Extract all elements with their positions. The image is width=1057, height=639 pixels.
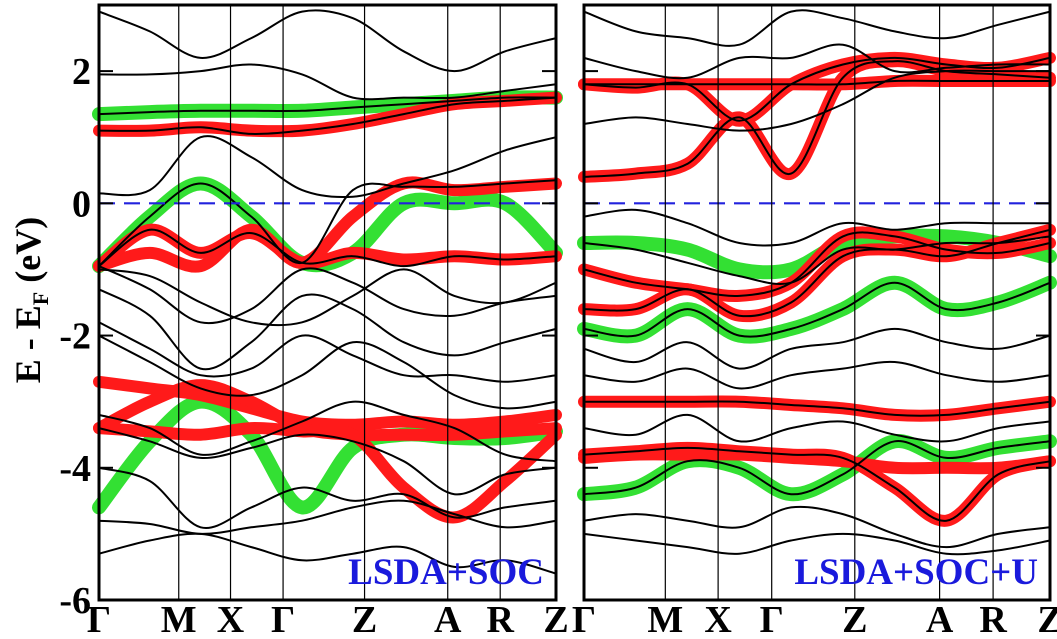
kpoint-label: X [704, 599, 731, 639]
kpoint-label: Z [352, 599, 377, 639]
band-line [98, 532, 557, 575]
band-line [583, 60, 1051, 178]
band-line [583, 440, 1051, 496]
panel-title: LSDA+SOC+U [794, 552, 1038, 593]
band-line [98, 400, 557, 463]
band-lines [92, 9, 563, 575]
band-line [583, 208, 1050, 247]
panel-title: LSDA+SOC [348, 552, 544, 593]
band-line [98, 427, 557, 496]
kpoint-label: X [217, 599, 244, 639]
band-line [98, 265, 557, 325]
band-line [583, 532, 1051, 556]
high-symmetry-lines [664, 5, 994, 600]
kpoint-label: Γ [87, 599, 111, 639]
y-tick-label: 2 [72, 51, 91, 93]
band-lines [577, 9, 1057, 556]
y-tick-label: -2 [59, 316, 91, 358]
band-line [98, 228, 557, 268]
band-line [98, 63, 557, 101]
band-line [583, 413, 1051, 443]
kpoint-label: Γ [271, 599, 295, 639]
band-line [583, 231, 1051, 298]
band-line [98, 321, 557, 383]
y-axis-label: E - EF (eV) [8, 217, 53, 383]
kpoint-label: A [926, 599, 954, 639]
band-line [583, 327, 1051, 370]
band-line [583, 281, 1051, 338]
band-line [583, 9, 1051, 47]
y-tick-label: -6 [59, 580, 91, 622]
weighted-band-red [578, 395, 1056, 422]
y-ticks [584, 70, 1050, 601]
band-line [98, 268, 557, 327]
y-tick-label: -4 [59, 448, 91, 490]
band-line [98, 179, 557, 267]
kpoint-label: A [434, 599, 462, 639]
kpoint-label: Γ [572, 599, 596, 639]
high-symmetry-lines [178, 5, 501, 600]
band-line [583, 446, 1051, 522]
kpoint-label: Z [543, 599, 568, 639]
kpoint-label: Z [842, 599, 867, 639]
band-line [98, 466, 557, 529]
band-line [584, 400, 1051, 417]
band-line [583, 228, 1051, 318]
kpoint-label: M [161, 599, 197, 639]
band-line [98, 499, 557, 535]
kpoint-label: M [647, 599, 683, 639]
y-ticks: 2 0 -2 -4 -6 [59, 51, 556, 622]
kpoint-label: R [486, 599, 514, 639]
band-line [98, 96, 557, 116]
y-tick-label: 0 [72, 183, 91, 225]
plot-frame [582, 3, 1052, 602]
band-line [583, 43, 1051, 80]
kpoint-label: Z [1037, 599, 1057, 639]
band-line [583, 505, 1051, 549]
band-line [583, 69, 1050, 132]
plot-frame [97, 3, 558, 602]
band-line [98, 288, 557, 371]
band-line [98, 9, 557, 73]
band-line [98, 135, 557, 199]
band-line [583, 360, 1051, 390]
kpoint-label: R [979, 599, 1007, 639]
band-line [584, 79, 1050, 86]
band-line [98, 96, 557, 136]
kpoint-label: Γ [760, 599, 784, 639]
band-line [98, 334, 557, 410]
weighted-band-red [578, 448, 1056, 475]
band-line [583, 235, 1051, 285]
